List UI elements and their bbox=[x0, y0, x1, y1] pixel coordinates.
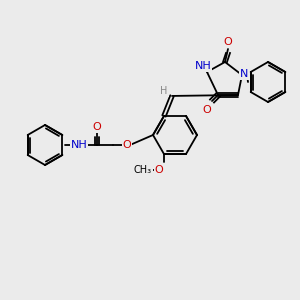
Text: O: O bbox=[224, 37, 232, 47]
Text: CH₃: CH₃ bbox=[134, 165, 152, 175]
Text: O: O bbox=[123, 140, 131, 150]
Text: O: O bbox=[202, 105, 211, 115]
Text: H: H bbox=[160, 86, 168, 96]
Text: O: O bbox=[93, 122, 101, 132]
Text: NH: NH bbox=[195, 61, 212, 71]
Text: N: N bbox=[240, 69, 248, 79]
Text: NH: NH bbox=[70, 140, 87, 150]
Text: O: O bbox=[154, 165, 164, 175]
